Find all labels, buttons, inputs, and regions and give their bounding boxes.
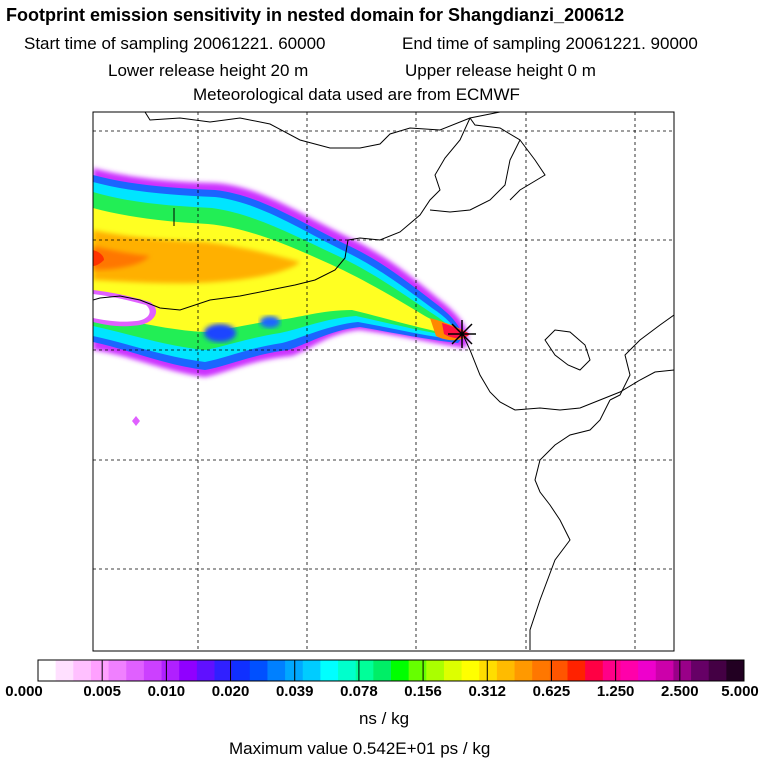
max-value-label: Maximum value 0.542E+01 ps / kg bbox=[229, 739, 491, 758]
colorbar bbox=[37, 660, 745, 681]
colorbar-tick-label: 0.000 bbox=[5, 683, 43, 700]
colorbar-swatch bbox=[443, 660, 463, 681]
colorbar-swatch bbox=[461, 660, 480, 681]
upper-release-label: Upper release height 0 m bbox=[405, 61, 596, 80]
colorbar-swatch bbox=[55, 660, 74, 681]
colorbar-tick-label: 0.156 bbox=[404, 683, 442, 700]
footprint-plume bbox=[93, 168, 470, 426]
colorbar-tick-label: 0.010 bbox=[147, 683, 186, 700]
colorbar-swatch bbox=[691, 660, 710, 681]
colorbar-swatch bbox=[514, 660, 533, 681]
lower-release-label: Lower release height 20 m bbox=[108, 61, 309, 80]
colorbar-swatch bbox=[496, 660, 516, 681]
colorbar-swatch bbox=[567, 660, 586, 681]
colorbar-swatch bbox=[214, 660, 233, 681]
colorbar-swatch bbox=[196, 660, 215, 681]
start-time-label: Start time of sampling 20061221. 60000 bbox=[24, 34, 326, 53]
colorbar-swatch bbox=[267, 660, 286, 681]
colorbar-swatch bbox=[620, 660, 639, 681]
colorbar-tick-label: 0.039 bbox=[275, 683, 314, 700]
colorbar-swatch bbox=[673, 660, 692, 681]
colorbar-tick-label: 0.020 bbox=[211, 683, 250, 700]
colorbar-tick-label: 5.000 bbox=[721, 683, 759, 700]
colorbar-swatch bbox=[726, 660, 745, 681]
coastlines bbox=[93, 112, 674, 650]
colorbar-swatch bbox=[549, 660, 568, 681]
map-gridlines bbox=[93, 112, 674, 651]
colorbar-swatch bbox=[108, 660, 127, 681]
colorbar-swatch bbox=[161, 660, 180, 681]
colorbar-swatch bbox=[285, 660, 304, 681]
receptor-star-icon bbox=[448, 320, 476, 348]
colorbar-swatch bbox=[179, 660, 198, 681]
colorbar-swatch bbox=[90, 660, 110, 681]
chart-title: Footprint emission sensitivity in nested… bbox=[6, 5, 625, 25]
colorbar-tick-label: 0.005 bbox=[83, 683, 121, 700]
colorbar-swatch bbox=[73, 660, 92, 681]
colorbar-swatch bbox=[408, 660, 427, 681]
colorbar-swatch bbox=[38, 660, 57, 681]
colorbar-swatch bbox=[338, 660, 357, 681]
colorbar-swatch bbox=[479, 660, 498, 681]
colorbar-swatch bbox=[143, 660, 163, 681]
met-data-label: Meteorological data used are from ECMWF bbox=[193, 85, 520, 104]
colorbar-swatch bbox=[638, 660, 657, 681]
colorbar-tick-label: 2.500 bbox=[661, 683, 699, 700]
colorbar-swatch bbox=[373, 660, 392, 681]
colorbar-swatch bbox=[391, 660, 410, 681]
colorbar-swatch bbox=[655, 660, 674, 681]
colorbar-swatch bbox=[232, 660, 251, 681]
colorbar-frame bbox=[37, 659, 745, 682]
colorbar-swatch bbox=[602, 660, 621, 681]
colorbar-tick-label: 0.625 bbox=[532, 683, 571, 700]
unit-label: ns / kg bbox=[358, 709, 410, 728]
colorbar-tick-label: 1.250 bbox=[596, 683, 635, 700]
colorbar-swatch bbox=[532, 660, 551, 681]
colorbar-swatch bbox=[426, 660, 445, 681]
colorbar-swatch bbox=[126, 660, 145, 681]
colorbar-swatch bbox=[355, 660, 374, 681]
colorbar-swatch bbox=[249, 660, 268, 681]
colorbar-swatch bbox=[585, 660, 604, 681]
colorbar-tick-label: 0.078 bbox=[340, 683, 378, 700]
colorbar-swatch bbox=[708, 660, 727, 681]
colorbar-tick-label: 0.312 bbox=[468, 683, 507, 700]
colorbar-swatch bbox=[320, 660, 339, 681]
colorbar-swatch bbox=[302, 660, 321, 681]
end-time-label: End time of sampling 20061221. 90000 bbox=[402, 34, 698, 53]
map-frame bbox=[92, 111, 675, 652]
